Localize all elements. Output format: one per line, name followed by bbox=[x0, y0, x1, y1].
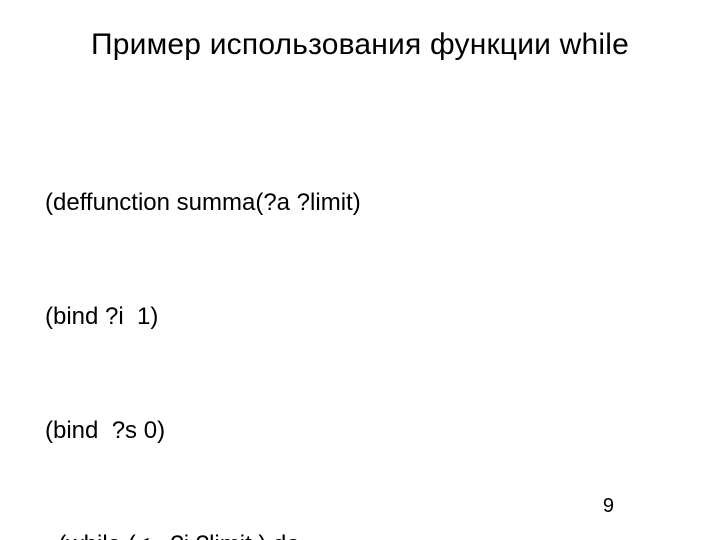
code-block: (deffunction summa(?a ?limit) (bind ?i 1… bbox=[45, 108, 361, 540]
slide: Пример использования функции while (deff… bbox=[0, 0, 720, 540]
code-line: (deffunction summa(?a ?limit) bbox=[45, 184, 361, 222]
slide-title: Пример использования функции while bbox=[0, 28, 720, 62]
page-number: 9 bbox=[603, 495, 614, 518]
code-line: (while (<= ?i ?limit ) do bbox=[45, 526, 361, 540]
code-line: (bind ?s 0) bbox=[45, 412, 361, 450]
code-line: (bind ?i 1) bbox=[45, 298, 361, 336]
